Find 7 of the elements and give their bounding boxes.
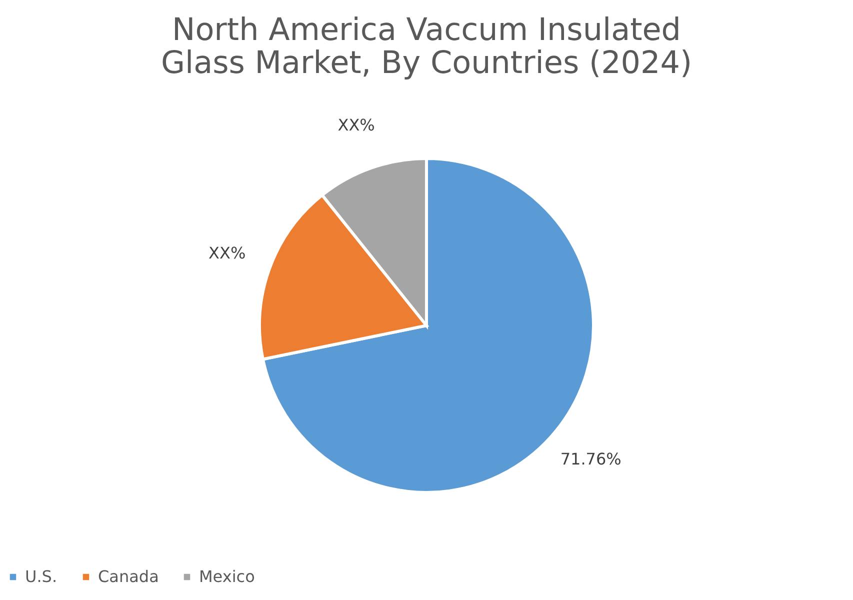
legend-label: U.S. xyxy=(25,567,58,586)
legend-label: Mexico xyxy=(199,567,255,586)
legend-label: Canada xyxy=(98,567,159,586)
chart-title: North America Vaccum Insulated Glass Market, By Countries (2024) xyxy=(160,12,692,81)
data-label: XX% xyxy=(338,115,375,134)
data-label: XX% xyxy=(208,244,246,263)
data-label: 71.76% xyxy=(560,449,622,468)
